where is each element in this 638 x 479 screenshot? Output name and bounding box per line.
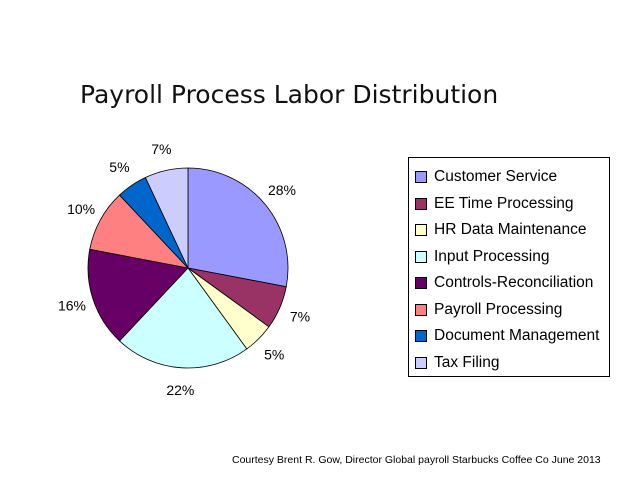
legend-item: Payroll Processing [415, 297, 609, 324]
legend-swatch [415, 224, 427, 237]
legend-item: Document Management [415, 323, 609, 350]
legend-item: EE Time Processing [415, 191, 609, 218]
legend-swatch [415, 303, 427, 316]
slice-percent-label: 10% [67, 201, 95, 217]
pie-slice-customer-service [187, 167, 289, 288]
legend-item: Input Processing [415, 244, 609, 271]
legend-item: Tax Filing [415, 350, 609, 377]
legend-swatch [415, 171, 427, 184]
pie-slices [87, 167, 289, 369]
legend-label: EE Time Processing [434, 194, 574, 212]
legend-label: Payroll Processing [434, 300, 563, 318]
chart-legend: Customer Service EE Time Processing HR D… [408, 157, 610, 377]
pie-slice-controls-reconciliation [87, 248, 189, 342]
slice-percent-label: 5% [264, 346, 284, 362]
legend-item: Customer Service [415, 164, 609, 191]
slice-percent-label: 28% [268, 182, 296, 198]
legend-item: HR Data Maintenance [415, 217, 609, 244]
pie-slice-tax-filing [144, 167, 189, 269]
legend-swatch [415, 197, 427, 210]
legend-swatch [415, 250, 427, 263]
pie-slice-input-processing [118, 267, 248, 369]
slice-percent-label: 7% [151, 141, 171, 157]
legend-label: Document Management [434, 327, 600, 345]
legend-label: HR Data Maintenance [434, 221, 587, 239]
legend-label: Input Processing [434, 247, 550, 265]
slice-percent-label: 16% [58, 298, 86, 314]
slice-percent-label: 7% [290, 308, 310, 324]
legend-swatch [415, 330, 427, 343]
slice-percent-label: 5% [109, 159, 129, 175]
legend-label: Customer Service [434, 168, 558, 186]
legend-label: Tax Filing [434, 353, 500, 371]
legend-swatch [415, 277, 427, 290]
legend-label: Controls-Reconciliation [434, 274, 594, 292]
slice-percent-label: 22% [166, 382, 194, 398]
legend-item: Controls-Reconciliation [415, 270, 609, 297]
slide-title: Payroll Process Labor Distribution [80, 80, 499, 109]
pie-labels: 28% 7% 5% 22% 16% 10% 5% 7% [58, 141, 310, 398]
legend-swatch [415, 356, 427, 369]
source-credit: Courtesy Brent R. Gow, Director Global p… [232, 454, 601, 466]
